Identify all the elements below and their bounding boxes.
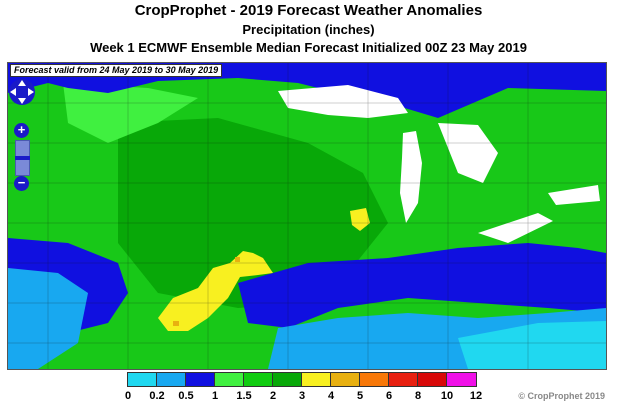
heavy-precip-region bbox=[118, 118, 388, 308]
legend-tick-label: 3 bbox=[298, 390, 306, 402]
legend-tick-label: 1 bbox=[211, 390, 219, 402]
legend-bin bbox=[302, 373, 331, 386]
max-precip-region-east bbox=[350, 208, 370, 231]
precipitation-map[interactable] bbox=[7, 62, 607, 370]
legend-tick-label: 1.5 bbox=[236, 390, 252, 402]
lake-superior bbox=[278, 85, 408, 118]
zoom-in-button[interactable]: + bbox=[14, 123, 29, 138]
legend-tick-label: 0.5 bbox=[178, 390, 194, 402]
legend-bin bbox=[157, 373, 186, 386]
legend-bin bbox=[128, 373, 157, 386]
precipitation-map-canvas bbox=[8, 63, 606, 369]
lake-huron bbox=[438, 123, 498, 183]
lake-ontario bbox=[548, 185, 600, 205]
lake-michigan bbox=[400, 131, 422, 223]
legend-bin bbox=[360, 373, 389, 386]
legend-bin bbox=[389, 373, 418, 386]
light-green-region bbox=[63, 83, 198, 143]
legend-tick-label: 8 bbox=[414, 390, 422, 402]
map-subtitle: Precipitation (inches) bbox=[242, 22, 375, 37]
pan-right-icon[interactable] bbox=[28, 88, 34, 96]
map-title: CropProphet - 2019 Forecast Weather Anom… bbox=[134, 2, 483, 19]
precip-legend-colorbar bbox=[127, 372, 477, 387]
legend-bin bbox=[215, 373, 244, 386]
forecast-valid-label: Forecast valid from 24 May 2019 to 30 Ma… bbox=[10, 64, 223, 77]
zoom-slider-handle[interactable] bbox=[15, 156, 30, 160]
legend-tick-label: 12 bbox=[469, 390, 483, 402]
forecast-initialization-line: Week 1 ECMWF Ensemble Median Forecast In… bbox=[90, 40, 527, 55]
southeast-region bbox=[458, 321, 606, 369]
max-precip-region-west bbox=[158, 251, 273, 331]
legend-tick-label: 0 bbox=[124, 390, 132, 402]
legend-tick-label: 5 bbox=[356, 390, 364, 402]
zoom-slider-track[interactable] bbox=[15, 140, 30, 176]
pan-control[interactable] bbox=[8, 78, 36, 106]
pan-up-icon[interactable] bbox=[18, 80, 26, 86]
zoom-out-button[interactable]: − bbox=[14, 176, 29, 191]
legend-bin bbox=[447, 373, 476, 386]
orange-spot bbox=[235, 257, 240, 262]
copyright-notice: © CropProphet 2019 bbox=[518, 391, 605, 401]
orange-spot bbox=[173, 321, 179, 326]
legend-tick-label: 2 bbox=[269, 390, 277, 402]
legend-bin bbox=[418, 373, 447, 386]
legend-bin bbox=[331, 373, 360, 386]
legend-tick-label: 10 bbox=[440, 390, 454, 402]
legend-tick-label: 0.2 bbox=[149, 390, 165, 402]
legend-tick-label: 6 bbox=[385, 390, 393, 402]
pan-left-icon[interactable] bbox=[10, 88, 16, 96]
county-grid bbox=[8, 63, 606, 369]
legend-bin bbox=[273, 373, 302, 386]
precip-legend-labels: 0 0.2 0.5 1 1.5 2 3 4 5 6 8 10 12 bbox=[0, 390, 617, 404]
pan-down-icon[interactable] bbox=[18, 98, 26, 104]
legend-bin bbox=[186, 373, 215, 386]
legend-bin bbox=[244, 373, 273, 386]
legend-tick-label: 4 bbox=[327, 390, 335, 402]
south-band-region bbox=[238, 243, 606, 328]
lake-erie bbox=[478, 213, 553, 243]
